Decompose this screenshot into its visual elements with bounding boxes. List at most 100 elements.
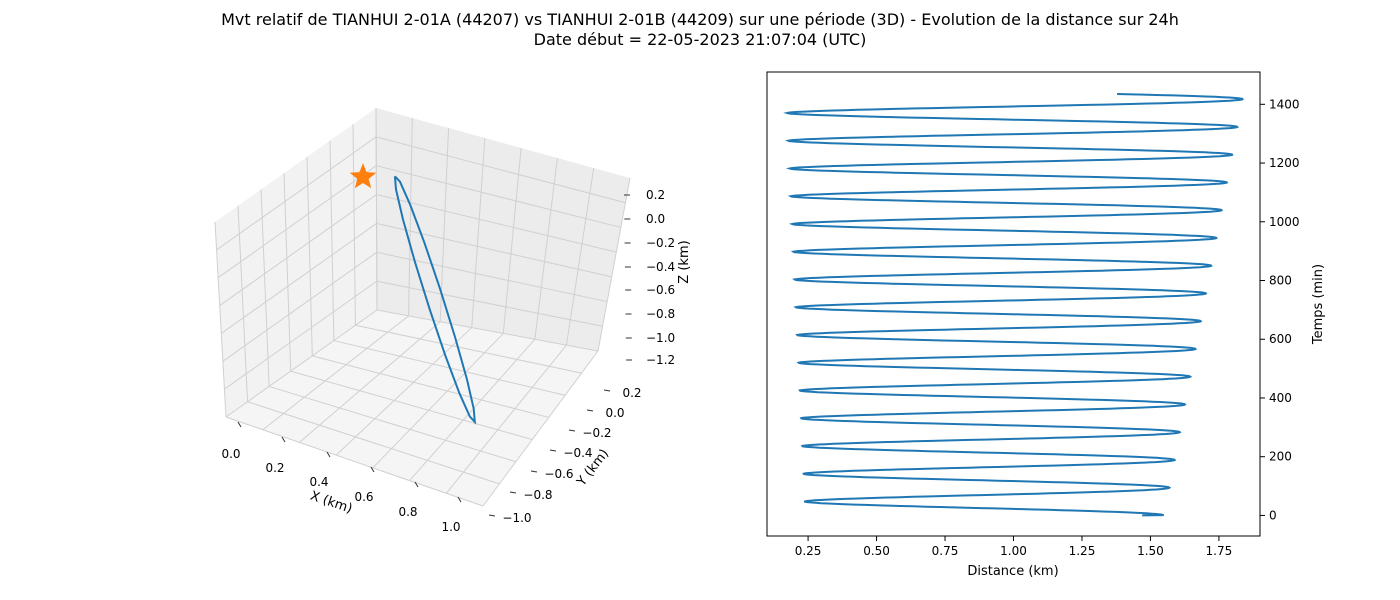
z-tick-label: −1.0 — [646, 331, 675, 345]
x-tick-label: 0.0 — [221, 447, 240, 461]
x-tick — [237, 421, 242, 428]
grid-line — [409, 338, 536, 481]
figure-subtitle: Date début = 22-05-2023 21:07:04 (UTC) — [533, 30, 867, 49]
y-tick-label: 1400 — [1269, 97, 1300, 111]
y-tick-label: −0.4 — [563, 446, 592, 460]
pane-left — [215, 108, 377, 417]
origin-star-marker — [349, 163, 377, 189]
chart-3d-trajectory: 0.0 0.2 0.4 0.6 0.8 1.0 0.2 0.0 −0.2 −0.4 −0.6 −0.8… — [214, 107, 692, 534]
grid-line — [299, 321, 441, 443]
y-tick-label: 1200 — [1269, 156, 1300, 170]
x-tick-label: 0.8 — [398, 505, 417, 519]
z-tick-label: −0.4 — [646, 260, 675, 274]
y-ticks: 0 200 400 600 800 1000 1200 1400 — [1260, 97, 1300, 522]
y-tick — [530, 470, 538, 473]
trajectory-line — [393, 175, 477, 425]
grid-line — [372, 333, 504, 469]
grid-line — [376, 222, 612, 278]
pane-back — [376, 108, 630, 351]
grid-line — [352, 124, 356, 326]
y-tick-label: −0.8 — [523, 488, 552, 502]
grid-line — [283, 173, 292, 372]
y-tick-label: 0 — [1269, 508, 1277, 522]
grid-line — [220, 223, 377, 334]
grid-line — [222, 251, 378, 362]
grid-line — [237, 205, 249, 402]
grid-line — [376, 309, 599, 352]
grid-line — [225, 309, 378, 418]
grid-line — [290, 370, 533, 441]
x-tick — [281, 436, 286, 443]
grid-line — [262, 315, 409, 431]
x-tick-label: 1.75 — [1206, 544, 1233, 558]
grid-line — [214, 221, 227, 418]
grid-line — [216, 136, 377, 251]
grid-line — [376, 280, 603, 327]
grid-line — [445, 344, 567, 494]
grid-line — [534, 157, 558, 340]
grid-line — [502, 147, 522, 334]
x-axis-label: Distance (km) — [967, 564, 1058, 579]
grid-line — [565, 167, 595, 346]
grid-line — [482, 350, 599, 507]
grid-line — [597, 177, 631, 352]
x-tick-label: 1.25 — [1069, 544, 1096, 558]
y-tick — [568, 429, 576, 432]
grid-line — [217, 165, 377, 279]
y-tick-label: 600 — [1269, 332, 1292, 346]
x-tick-label: 0.4 — [309, 475, 328, 489]
grid-3d — [214, 107, 631, 507]
grid-line — [312, 355, 549, 418]
grid-line — [376, 194, 617, 253]
grid-line — [355, 324, 582, 374]
grid-line — [376, 165, 621, 228]
axes-3d: 0.0 0.2 0.4 0.6 0.8 1.0 0.2 0.0 −0.2 −0.4 −0.6 −0.8… — [221, 188, 675, 534]
z-tick-label: 0.0 — [646, 212, 665, 226]
grid-line — [268, 385, 517, 463]
y-tick-label: 800 — [1269, 274, 1292, 288]
x-tick-label: 0.2 — [265, 461, 284, 475]
grid-line — [219, 194, 377, 306]
z-tick-label: 0.2 — [646, 188, 665, 202]
z-tick-label: −0.8 — [646, 307, 675, 321]
x-tick-label: 1.50 — [1137, 544, 1164, 558]
y-tick-label: 1000 — [1269, 215, 1300, 229]
x-tick-label: 0.75 — [932, 544, 959, 558]
x-tick — [457, 496, 462, 503]
y-tick-label: −0.2 — [582, 426, 611, 440]
grid-line — [247, 401, 500, 485]
x-tick-label: 1.00 — [1000, 544, 1027, 558]
grid-line — [225, 416, 484, 507]
grid-line — [439, 127, 450, 322]
y-tick-label: 200 — [1269, 450, 1292, 464]
z-tick-label: −0.2 — [646, 236, 675, 250]
z-tick-label: −0.6 — [646, 283, 675, 297]
y-tick-label: 0.2 — [622, 386, 641, 400]
y-tick — [549, 449, 557, 452]
x-tick-label: 1.0 — [441, 520, 460, 534]
y-tick — [509, 491, 517, 494]
grid-line — [260, 189, 270, 387]
y-tick-label: 400 — [1269, 391, 1292, 405]
x-ticks: 0.25 0.50 0.75 1.00 1.25 1.50 1.75 — [795, 536, 1233, 558]
x-axis-label: X (km) — [308, 489, 354, 517]
y-tick — [488, 514, 496, 517]
x-tick — [370, 466, 375, 473]
grid-line — [408, 117, 413, 316]
grid-line — [224, 280, 378, 390]
y-tick-label: −1.0 — [502, 511, 531, 525]
grid-line — [335, 327, 473, 456]
pane-floor — [226, 310, 598, 506]
y-tick-label: 0.0 — [605, 406, 624, 420]
z-axis-label: Z (km) — [677, 240, 692, 283]
grid-line — [306, 156, 313, 356]
grid-line — [376, 136, 626, 204]
y-tick — [586, 409, 594, 412]
chart-distance-time: 0.25 0.50 0.75 1.00 1.25 1.50 1.75 0 200 400 600 8… — [766, 71, 1326, 579]
x-tick-label: 0.6 — [354, 490, 373, 504]
x-tick-label: 0.25 — [795, 544, 822, 558]
y-axis-label: Temps (min) — [1311, 264, 1326, 345]
x-tick — [326, 451, 331, 458]
